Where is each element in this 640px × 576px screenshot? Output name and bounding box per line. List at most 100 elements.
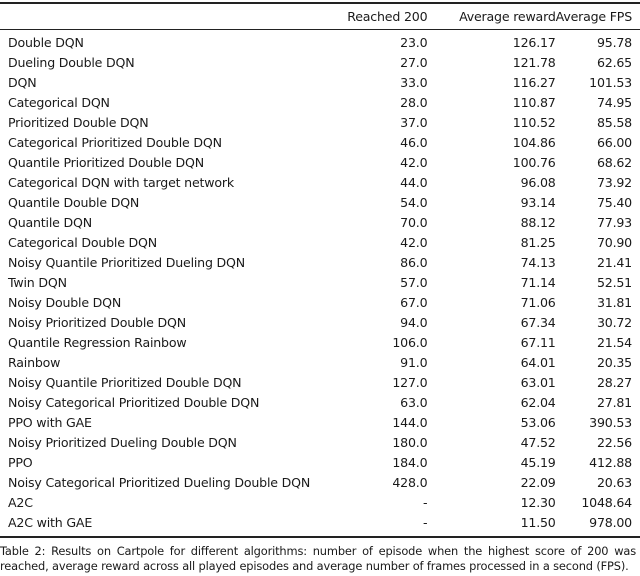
results-table: Reached 200 Average reward Average FPS D… [0,5,640,533]
average-fps-cell: 412.88 [589,455,632,470]
table-row: Quantile Regression Rainbow 106.0 67.11 21.… [0,333,640,353]
reached-200-cell: 46.0 [400,135,428,150]
algorithm-cell: Categorical DQN [8,95,110,110]
top-rule [0,2,640,4]
reached-200-cell: 106.0 [392,335,428,350]
average-fps-cell: 28.27 [596,375,632,390]
average-reward-cell: 96.08 [520,175,556,190]
average-reward-cell: 74.13 [520,255,556,270]
bottom-rule [0,536,640,538]
algorithm-cell: Noisy Prioritized Dueling Double DQN [8,435,237,450]
reached-200-cell: 28.0 [400,95,428,110]
average-reward-cell: 88.12 [520,215,556,230]
table-row: Quantile DQN 70.0 88.12 77.93 [0,213,640,233]
algorithm-cell: Categorical Prioritized Double DQN [8,135,222,150]
average-fps-cell: 74.95 [596,95,632,110]
table-row: Twin DQN 57.0 71.14 52.51 [0,273,640,293]
average-reward-cell: 100.76 [512,155,556,170]
table-row: Categorical DQN with target network 44.0 9… [0,173,640,193]
table-row: Quantile Double DQN 54.0 93.14 75.40 [0,193,640,213]
table-row: Noisy Quantile Prioritized Double DQN 127… [0,373,640,393]
average-reward-cell: 67.11 [520,335,556,350]
algorithm-cell: A2C [8,495,33,510]
average-reward-cell: 110.87 [512,95,556,110]
algorithm-cell: Categorical DQN with target network [8,175,234,190]
algorithm-cell: Quantile DQN [8,215,92,230]
table-row: Noisy Categorical Prioritized Double DQN… [0,393,640,413]
average-reward-cell: 71.14 [520,275,556,290]
table-row: Quantile Prioritized Double DQN 42.0 100.7… [0,153,640,173]
algorithm-cell: Noisy Quantile Prioritized Double DQN [8,375,242,390]
average-reward-cell: 45.19 [520,455,556,470]
average-fps-cell: 101.53 [589,75,632,90]
reached-200-cell: 27.0 [400,55,428,70]
table-row: Rainbow 91.0 64.01 20.35 [0,353,640,373]
average-reward-cell: 104.86 [512,135,556,150]
reached-200-cell: 144.0 [392,415,428,430]
average-fps-cell: 27.81 [596,395,632,410]
reached-200-cell: 86.0 [400,255,428,270]
average-reward-cell: 126.17 [512,35,556,50]
table-row: Noisy Prioritized Double DQN 94.0 67.34 30.… [0,313,640,333]
algorithm-cell: DQN [8,75,37,90]
average-fps-cell: 31.81 [596,295,632,310]
algorithm-cell: Twin DQN [8,275,67,290]
average-fps-cell: 62.65 [596,55,632,70]
table-row: Categorical Double DQN 42.0 81.25 70.90 [0,233,640,253]
reached-200-cell: 67.0 [400,295,428,310]
average-reward-cell: 116.27 [512,75,556,90]
reached-200-cell: 37.0 [400,115,428,130]
algorithm-cell: Noisy Categorical Prioritized Dueling Do… [8,475,311,490]
reached-200-cell: 42.0 [400,155,428,170]
algorithm-cell: Quantile Prioritized Double DQN [8,155,204,170]
header-average-fps: Average FPS [555,8,633,24]
table-row: Noisy Categorical Prioritized Dueling Do… [0,473,640,493]
header-row: Reached 200 Average reward Average FPS [0,5,640,28]
average-reward-cell: 63.01 [520,375,556,390]
average-reward-cell: 53.06 [520,415,556,430]
average-fps-cell: 85.58 [596,115,632,130]
reached-200-cell: 33.0 [400,75,428,90]
algorithm-cell: Noisy Prioritized Double DQN [8,315,186,330]
table-row: Prioritized Double DQN 37.0 110.52 85.58 [0,113,640,133]
average-reward-cell: 22.09 [520,475,556,490]
average-reward-cell: 62.04 [520,395,556,410]
average-fps-cell: 20.35 [596,355,632,370]
algorithm-cell: Quantile Double DQN [8,195,140,210]
algorithm-cell: Categorical Double DQN [8,235,157,250]
algorithm-cell: Quantile Regression Rainbow [8,335,187,350]
table-row: A2C with GAE - 11.50 978.00 [0,513,640,533]
algorithm-cell: PPO [8,455,33,470]
average-fps-cell: 390.53 [589,415,632,430]
reached-200-cell: 428.0 [392,475,428,490]
average-fps-cell: 52.51 [596,275,632,290]
algorithm-cell: Noisy Quantile Prioritized Dueling DQN [8,255,245,270]
table-row: Dueling Double DQN 27.0 121.78 62.65 [0,53,640,73]
table-row: Categorical DQN 28.0 110.87 74.95 [0,93,640,113]
average-reward-cell: 67.34 [520,315,556,330]
average-reward-cell: 64.01 [520,355,556,370]
header-algorithm [0,5,310,28]
average-fps-cell: 73.92 [596,175,632,190]
table-row: Noisy Quantile Prioritized Dueling DQN 86… [0,253,640,273]
table-row: Noisy Prioritized Dueling Double DQN 180.… [0,433,640,453]
algorithm-cell: Noisy Categorical Prioritized Double DQN [8,395,260,410]
algorithm-cell: Double DQN [8,35,84,50]
table-row: Double DQN 23.0 126.17 95.78 [0,33,640,53]
average-fps-cell: 1048.64 [581,495,632,510]
average-fps-cell: 21.41 [596,255,632,270]
average-reward-cell: 47.52 [520,435,556,450]
average-fps-cell: 75.40 [596,195,632,210]
header-rule [0,29,640,30]
algorithm-cell: PPO with GAE [8,415,92,430]
average-fps-cell: 22.56 [596,435,632,450]
average-reward-cell: 12.30 [520,495,556,510]
reached-200-cell: 23.0 [400,35,428,50]
algorithm-cell: Rainbow [8,355,61,370]
average-fps-cell: 68.62 [596,155,632,170]
average-fps-cell: 77.93 [596,215,632,230]
reached-200-cell: 54.0 [400,195,428,210]
algorithm-cell: Prioritized Double DQN [8,115,149,130]
reached-200-cell: 180.0 [392,435,428,450]
header-average-reward: Average reward [459,8,556,24]
